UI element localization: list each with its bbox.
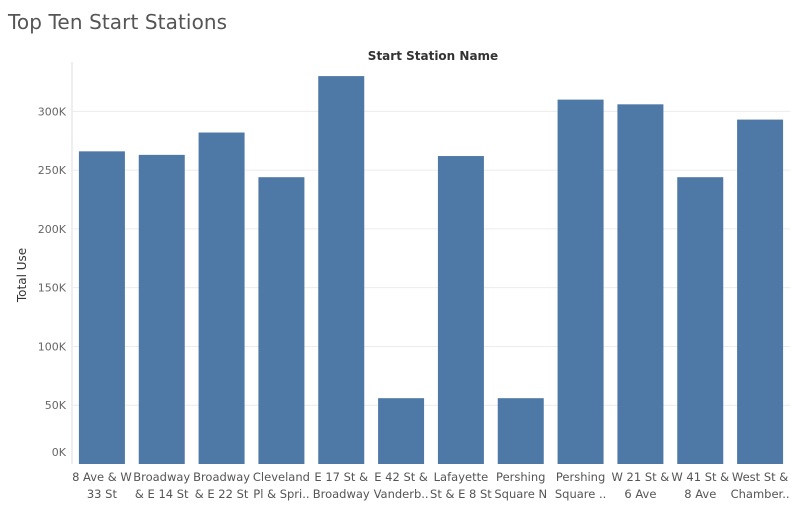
y-tick-label: 0K: [52, 446, 67, 459]
bar: [497, 398, 544, 464]
bar: [198, 132, 245, 465]
x-tick-label: Broadway: [313, 487, 370, 501]
bar: [258, 177, 305, 464]
x-tick-label: Broadway: [133, 470, 190, 484]
chart-title: Top Ten Start Stations: [8, 10, 228, 34]
bar: [138, 154, 185, 464]
x-tick-label: West St &: [732, 470, 788, 484]
bar: [737, 119, 784, 464]
x-tick-label: Pershing: [496, 470, 545, 484]
bar: [437, 156, 484, 464]
bar: [78, 151, 125, 465]
x-tick-label: Cleveland: [253, 470, 310, 484]
x-tick-label: Square ..: [555, 487, 606, 501]
x-tick-label: 33 St: [87, 487, 118, 501]
x-tick-label: & E 22 St: [195, 487, 249, 501]
x-axis-title: Start Station Name: [368, 49, 498, 63]
x-tick-label: & E 14 St: [135, 487, 189, 501]
x-tick-label: Broadway: [193, 470, 250, 484]
x-tick-label: Pl & Spri..: [253, 487, 309, 501]
x-tick-label: Vanderb..: [374, 487, 429, 501]
y-tick-label: 200K: [38, 223, 67, 236]
bar: [318, 76, 365, 465]
bar: [378, 398, 425, 464]
x-tick-label: E 42 St &: [374, 470, 428, 484]
bar: [677, 177, 724, 464]
y-tick-label: 100K: [38, 340, 67, 353]
x-tick-label: Lafayette: [434, 470, 489, 484]
x-tick-label: E 17 St &: [314, 470, 368, 484]
y-axis-title: Total Use: [15, 248, 29, 303]
bar: [557, 99, 604, 464]
y-tick-label: 250K: [38, 164, 67, 177]
x-tick-label: 8 Ave & W: [72, 470, 132, 484]
y-tick-label: 150K: [38, 282, 67, 295]
x-tick-label: W 41 St &: [671, 470, 729, 484]
y-tick-label: 50K: [45, 399, 67, 412]
x-tick-label: Pershing: [556, 470, 605, 484]
x-tick-label: Square N: [494, 487, 547, 501]
x-tick-label: 6 Ave: [624, 487, 656, 501]
bar: [617, 104, 664, 464]
x-tick-label: 8 Ave: [684, 487, 716, 501]
y-tick-label: 300K: [38, 105, 67, 118]
x-tick-label: St & E 8 St: [430, 487, 492, 501]
x-tick-label: Chamber..: [731, 487, 790, 501]
x-tick-label: W 21 St &: [612, 470, 670, 484]
